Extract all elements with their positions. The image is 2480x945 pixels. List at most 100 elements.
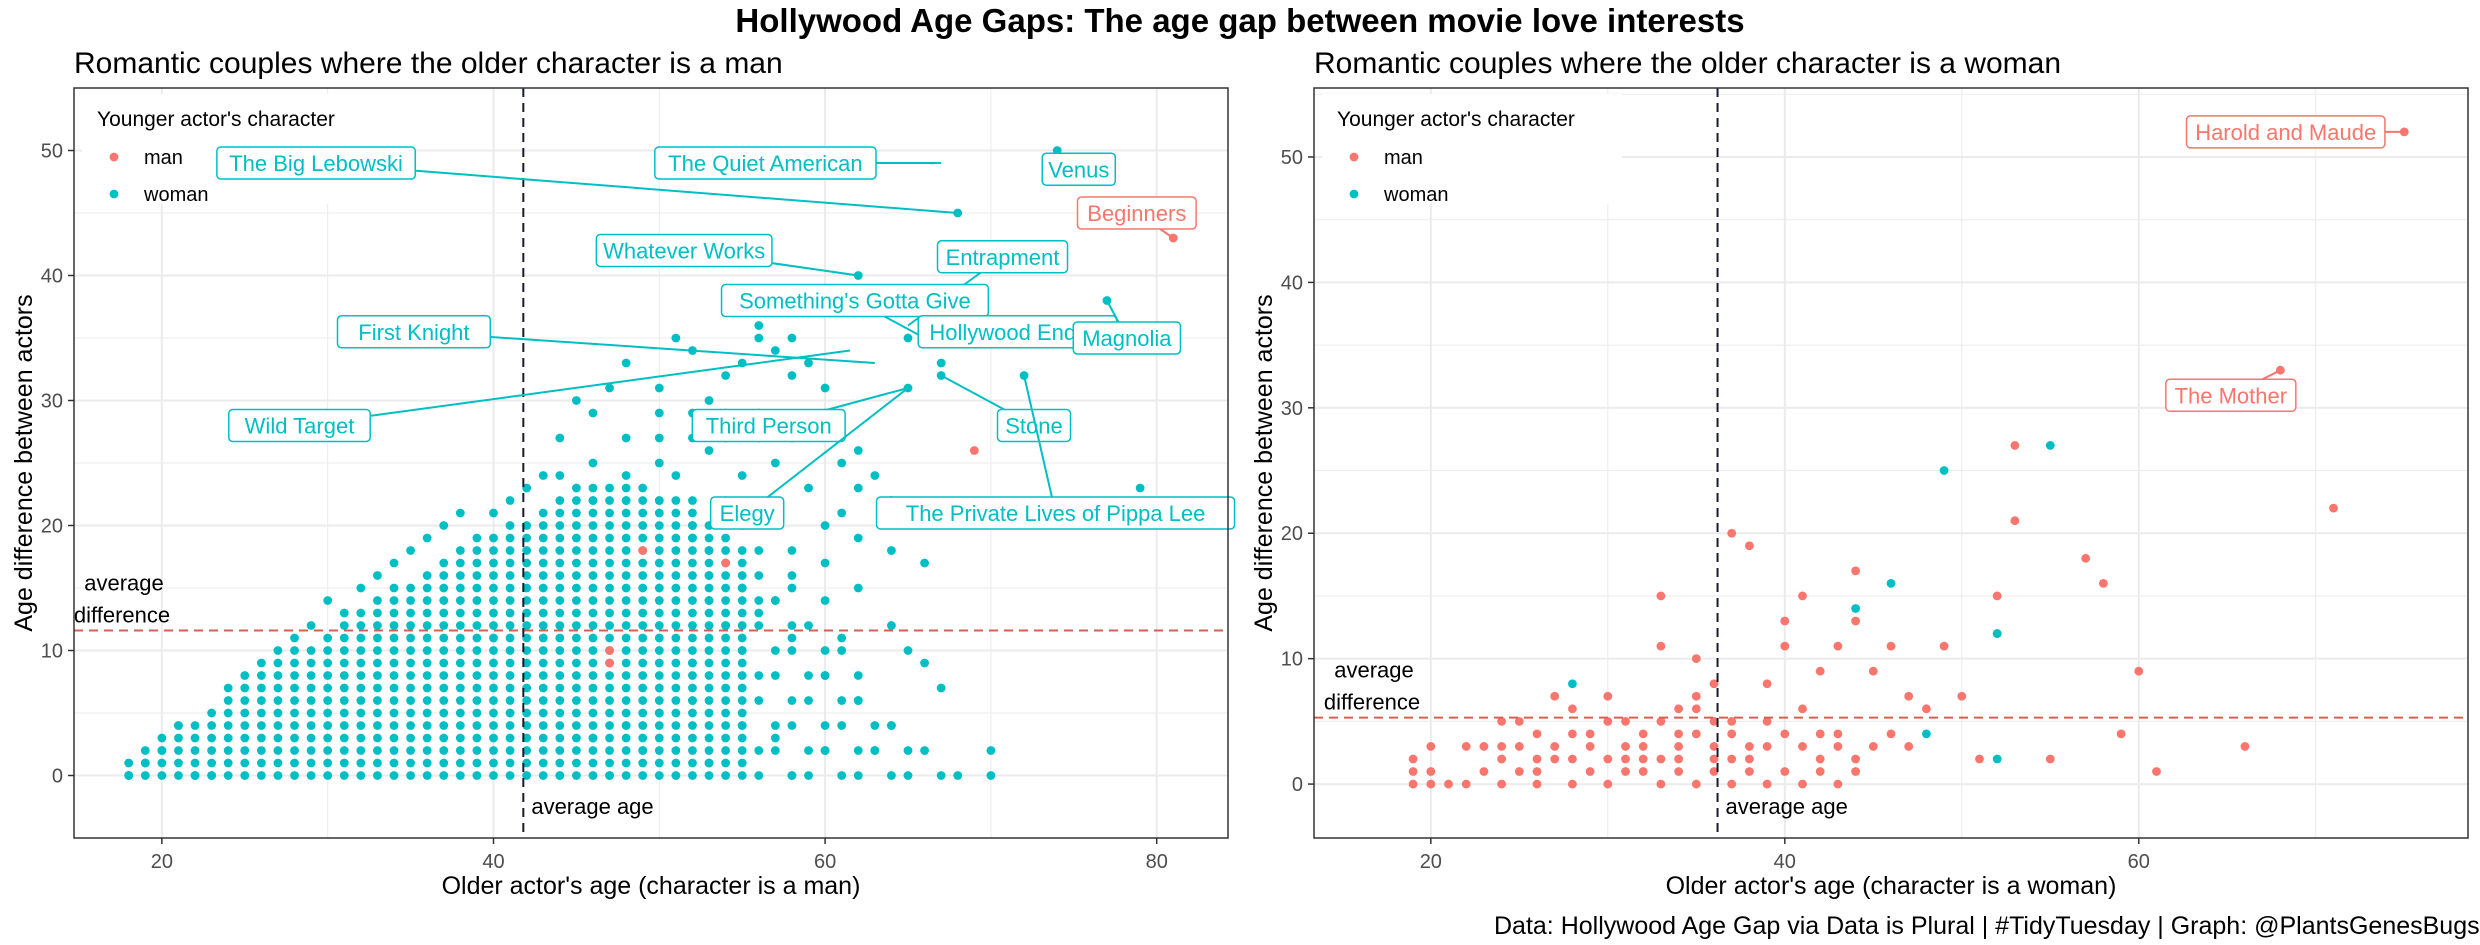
left-point-woman <box>439 696 449 705</box>
left-point-woman <box>273 683 283 693</box>
left-point-woman <box>373 746 382 755</box>
left-point-woman <box>654 621 664 630</box>
left-point-woman <box>323 633 333 643</box>
left-point-woman <box>389 708 399 718</box>
left-point-woman <box>804 746 813 755</box>
left-point-woman <box>472 546 482 555</box>
left-point-woman <box>140 758 150 768</box>
left-point-woman <box>174 733 183 743</box>
left-point-woman <box>737 683 747 693</box>
left-point-woman <box>621 608 631 618</box>
left-point-woman <box>920 558 929 568</box>
left-point-woman <box>157 771 167 780</box>
right-point-man <box>1426 767 1436 776</box>
left-annotation-leader <box>315 162 958 214</box>
left-point-woman <box>688 771 697 780</box>
left-point-woman <box>588 458 598 468</box>
left-point-woman <box>737 733 747 743</box>
left-point-woman <box>323 671 333 680</box>
left-point-woman <box>505 608 515 618</box>
left-point-woman <box>588 646 598 655</box>
right-point-man <box>1904 742 1914 751</box>
left-point-woman <box>472 571 482 580</box>
left-point-woman <box>1135 483 1145 493</box>
left-point-woman <box>389 696 399 705</box>
left-point-woman <box>472 558 482 568</box>
left-point-woman <box>588 608 598 618</box>
right-point-woman <box>1992 629 2002 638</box>
right-point-man <box>1568 779 1577 789</box>
left-point-woman <box>489 746 498 755</box>
left-point-woman <box>621 546 631 555</box>
left-point-woman <box>422 746 432 755</box>
left-point-woman <box>489 671 498 680</box>
right-point-man <box>1727 528 1737 538</box>
left-annotation-box <box>595 233 773 268</box>
right-point-man <box>1656 641 1666 651</box>
left-annotation-box <box>875 496 1236 530</box>
left-point-woman <box>190 746 200 755</box>
left-point-woman <box>654 696 664 705</box>
left-point-woman <box>787 583 797 593</box>
left-point-woman <box>688 583 697 593</box>
left-point-woman <box>704 533 714 543</box>
left-point-woman <box>787 646 797 655</box>
left-point-woman <box>439 771 449 780</box>
right-point-man <box>1815 729 1825 739</box>
left-point-woman <box>422 608 432 618</box>
left-point-woman <box>837 771 847 780</box>
left-point-woman <box>505 708 515 718</box>
left-point-woman <box>671 508 681 518</box>
left-point-woman <box>621 483 631 493</box>
left-point-woman <box>207 733 217 743</box>
right-annotation-box <box>2185 115 2386 149</box>
left-point-woman <box>837 458 847 468</box>
left-point-woman <box>489 596 498 605</box>
left-point-woman <box>688 521 697 530</box>
right-point-man <box>1762 716 1772 726</box>
left-point-woman <box>621 683 631 693</box>
left-point-woman <box>704 646 714 655</box>
left-point-woman <box>306 721 316 730</box>
left-point-woman <box>638 721 648 730</box>
left-point-woman <box>671 571 681 580</box>
left-annotation-label: Beginners <box>1087 201 1186 226</box>
left-point-woman <box>638 696 648 705</box>
left-point-woman <box>605 621 614 630</box>
right-point-man <box>1479 742 1489 751</box>
left-point-woman <box>671 621 681 630</box>
left-point-woman <box>688 596 697 605</box>
left-point-woman <box>389 558 399 568</box>
left-point-woman <box>273 758 283 768</box>
right-point-man <box>1904 691 1914 701</box>
left-point-woman <box>439 608 449 618</box>
right-plot-area <box>1314 88 2468 838</box>
left-point-woman <box>505 596 515 605</box>
left-point-woman <box>704 546 714 555</box>
left-point-woman <box>356 646 366 655</box>
right-point-man <box>1408 779 1418 789</box>
left-annotation-label: Magnolia <box>1082 326 1172 351</box>
left-point-woman <box>605 608 614 618</box>
left-point-woman <box>290 658 299 668</box>
right-point-man <box>1550 742 1560 751</box>
right-point-man <box>1550 754 1560 764</box>
left-point-woman <box>605 496 614 505</box>
left-point-woman <box>472 671 482 680</box>
left-point-woman <box>273 658 283 668</box>
left-point-woman <box>538 533 548 543</box>
left-y-axis-title: Age difference between actors <box>10 294 38 631</box>
left-point-woman <box>704 771 714 780</box>
left-point-woman <box>837 696 847 705</box>
left-point-woman <box>555 758 565 768</box>
right-point-man <box>1780 616 1790 626</box>
left-point-woman <box>770 671 780 680</box>
left-point-woman <box>853 746 863 755</box>
right-point-man <box>1674 754 1684 764</box>
left-point-woman <box>538 596 548 605</box>
left-point-woman <box>688 646 697 655</box>
left-legend-label-man: man <box>144 147 183 169</box>
left-point-woman <box>522 758 532 768</box>
left-point-woman <box>522 533 532 543</box>
left-point-woman <box>373 633 382 643</box>
